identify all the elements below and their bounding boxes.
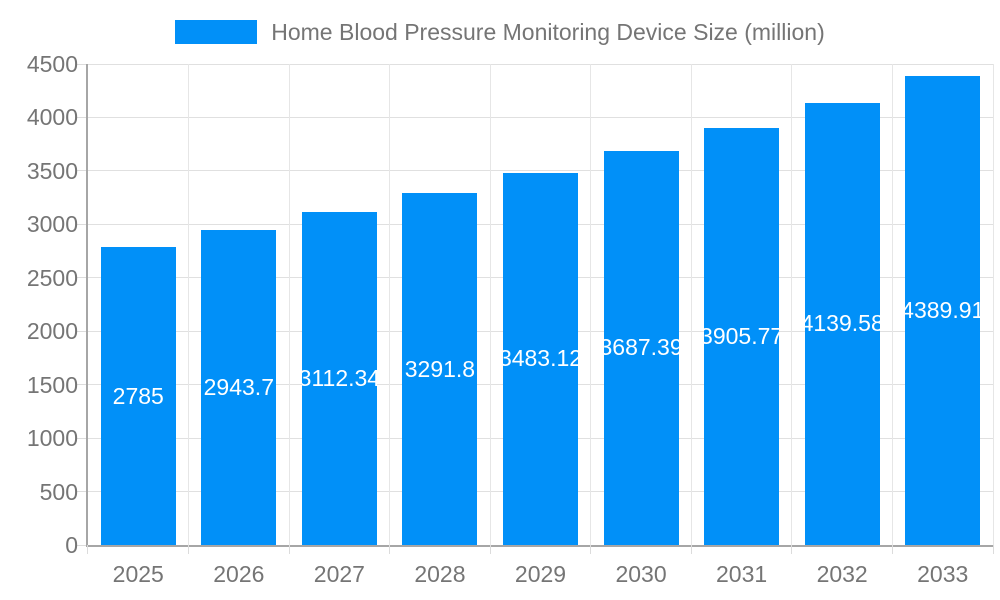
x-tick-label: 2027 [313, 561, 365, 587]
x-tick-mark [288, 545, 290, 554]
v-gridline [489, 64, 491, 545]
h-gridline [88, 63, 993, 65]
h-gridline [88, 116, 993, 118]
x-axis-line [86, 545, 993, 547]
y-tick-label: 2000 [26, 318, 78, 345]
bar[interactable]: 3291.8 [402, 193, 478, 545]
h-gridline [88, 170, 993, 172]
x-tick-label: 2032 [816, 561, 868, 587]
y-tick-label: 4500 [26, 51, 78, 77]
bar-value-label: 2785 [112, 382, 164, 409]
x-tick-mark [590, 545, 592, 554]
bar[interactable]: 4389.91 [905, 75, 981, 545]
y-tick-mark [77, 437, 86, 439]
x-tick-label: 2031 [716, 561, 768, 587]
bar[interactable]: 3112.34 [301, 212, 377, 545]
y-tick-label: 0 [65, 532, 78, 558]
bar-value-label: 4139.58 [804, 310, 880, 337]
v-gridline [288, 64, 290, 545]
y-tick-label: 4000 [26, 104, 78, 131]
x-tick-mark [188, 545, 190, 554]
y-tick-mark [77, 384, 86, 386]
legend-swatch[interactable] [175, 20, 258, 44]
y-tick-mark [77, 63, 86, 65]
y-tick-mark [77, 170, 86, 172]
x-tick-label: 2028 [414, 561, 466, 587]
y-tick-label: 1500 [26, 371, 78, 398]
x-tick-mark [891, 545, 893, 554]
x-tick-mark [86, 545, 88, 554]
bar-value-label: 3905.77 [704, 322, 780, 349]
bar[interactable]: 2785 [100, 247, 176, 545]
v-gridline [791, 64, 793, 545]
bar-value-label: 3687.39 [603, 334, 679, 361]
bar[interactable]: 3687.39 [603, 150, 679, 545]
v-gridline [992, 64, 994, 545]
bar-value-label: 3291.8 [404, 355, 476, 382]
y-tick-label: 2500 [26, 264, 78, 291]
bar[interactable]: 3905.77 [704, 127, 780, 545]
chart-legend: Home Blood Pressure Monitoring Device Si… [0, 16, 1000, 48]
x-tick-label: 2030 [615, 561, 667, 587]
v-gridline [690, 64, 692, 545]
x-tick-mark [992, 545, 994, 554]
v-gridline [188, 64, 190, 545]
y-tick-mark [77, 491, 86, 493]
y-tick-mark [77, 544, 86, 546]
x-tick-mark [690, 545, 692, 554]
x-tick-label: 2029 [514, 561, 567, 587]
y-tick-mark [77, 223, 86, 225]
x-tick-mark [791, 545, 793, 554]
bar-value-label: 3112.34 [301, 365, 377, 392]
v-gridline [891, 64, 893, 545]
x-tick-label: 2026 [213, 561, 265, 587]
v-gridline [590, 64, 592, 545]
bar[interactable]: 2943.7 [201, 230, 277, 545]
v-gridline [389, 64, 391, 545]
x-tick-mark [489, 545, 491, 554]
y-tick-label: 500 [39, 478, 78, 505]
y-tick-label: 1000 [26, 425, 78, 452]
y-tick-label: 3500 [26, 157, 78, 184]
bar[interactable]: 3483.12 [503, 172, 578, 545]
x-tick-label: 2033 [917, 561, 969, 587]
x-tick-mark [389, 545, 391, 554]
y-tick-mark [77, 277, 86, 279]
bar-value-label: 2943.7 [203, 374, 274, 401]
y-tick-mark [77, 330, 86, 332]
bar-value-label: 4389.91 [905, 296, 981, 323]
y-tick-mark [77, 116, 86, 118]
chart-title: Home Blood Pressure Monitoring Device Si… [271, 19, 825, 45]
bar[interactable]: 4139.58 [804, 102, 880, 545]
x-tick-label: 2025 [112, 561, 164, 587]
plot-area: 2785 2943.7 3112.34 3291.8 3483.12 3687.39 390… [86, 63, 994, 547]
y-axis-line [86, 64, 88, 545]
bar-value-label: 3483.12 [503, 345, 578, 372]
y-tick-label: 3000 [26, 211, 78, 238]
